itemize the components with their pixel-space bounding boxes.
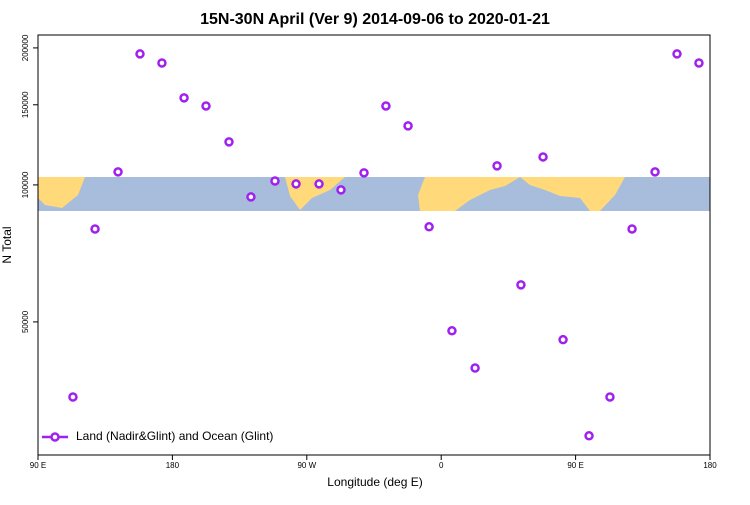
y-axis-label: N Total	[0, 226, 14, 263]
plot-frame	[37, 34, 711, 456]
point	[157, 58, 167, 68]
point	[650, 167, 660, 177]
y-tick-label: 200000	[21, 34, 30, 61]
x-axis-label: Longitude (deg E)	[327, 475, 422, 489]
chart-title: 15N-30N April (Ver 9) 2014-09-06 to 2020…	[200, 11, 550, 28]
point	[584, 431, 594, 441]
point	[314, 179, 324, 189]
point	[470, 363, 480, 373]
point	[492, 161, 502, 171]
point	[246, 192, 256, 202]
x-tick-label: 180	[166, 461, 180, 470]
legend-marker	[50, 432, 60, 442]
point	[672, 49, 682, 59]
x-tick-label: 180	[703, 461, 717, 470]
map-band	[38, 177, 710, 211]
point	[224, 137, 234, 147]
point	[291, 179, 301, 189]
point	[179, 93, 189, 103]
x-tick-label: 90 E	[30, 461, 46, 470]
point	[558, 334, 568, 345]
point	[605, 392, 615, 402]
legend-label: Land (Nadir&Glint) and Ocean (Glint)	[76, 429, 273, 443]
point	[359, 168, 369, 178]
point	[113, 167, 123, 177]
y-tick-label: 150000	[21, 91, 30, 118]
point	[538, 152, 548, 162]
point	[694, 58, 704, 68]
point	[90, 224, 100, 234]
point	[627, 224, 637, 234]
point	[201, 101, 211, 111]
point	[403, 121, 413, 131]
point	[424, 222, 434, 232]
point	[68, 392, 78, 402]
point	[336, 185, 346, 195]
x-tick-label: 90 E	[567, 461, 583, 470]
y-tick-label: 50000	[21, 310, 30, 333]
point	[270, 176, 280, 186]
x-tick-label: 0	[439, 461, 444, 470]
point	[135, 49, 145, 59]
point	[516, 280, 526, 290]
x-tick-label: 90 W	[297, 461, 316, 470]
point	[381, 101, 391, 111]
point	[447, 326, 457, 336]
y-tick-label: 100000	[21, 171, 30, 198]
